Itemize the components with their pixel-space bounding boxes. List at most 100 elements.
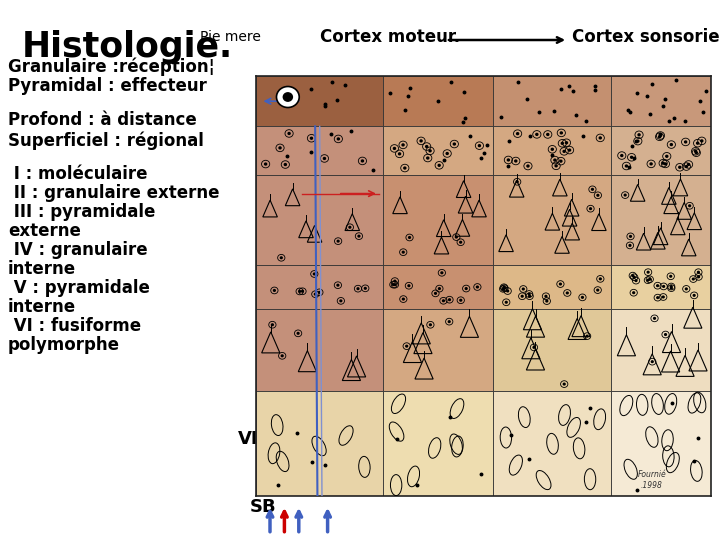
Circle shape xyxy=(438,164,440,166)
Circle shape xyxy=(662,296,664,298)
Circle shape xyxy=(536,133,538,136)
Bar xyxy=(611,126,711,175)
Bar xyxy=(256,76,383,126)
Text: IV : granulaire: IV : granulaire xyxy=(8,241,148,259)
Circle shape xyxy=(657,297,659,299)
Circle shape xyxy=(508,159,509,161)
Circle shape xyxy=(441,272,443,274)
Circle shape xyxy=(284,164,287,165)
Circle shape xyxy=(527,165,529,167)
Circle shape xyxy=(478,145,480,146)
Text: interne: interne xyxy=(8,260,76,278)
Circle shape xyxy=(670,275,672,277)
Text: Cortex moteur.: Cortex moteur. xyxy=(320,28,460,46)
Circle shape xyxy=(586,335,588,337)
Circle shape xyxy=(430,324,431,326)
Text: polymorphe: polymorphe xyxy=(8,336,120,354)
Circle shape xyxy=(685,141,687,143)
Circle shape xyxy=(521,295,523,297)
Circle shape xyxy=(565,142,567,144)
Circle shape xyxy=(629,245,631,246)
Circle shape xyxy=(392,284,395,286)
Circle shape xyxy=(685,288,687,290)
Circle shape xyxy=(503,287,505,289)
Circle shape xyxy=(393,147,395,150)
Bar xyxy=(492,126,611,175)
Circle shape xyxy=(554,159,556,161)
Circle shape xyxy=(659,136,661,138)
Circle shape xyxy=(503,286,505,288)
Circle shape xyxy=(597,289,598,291)
Circle shape xyxy=(652,361,653,362)
Circle shape xyxy=(662,162,664,164)
Circle shape xyxy=(408,285,410,287)
Circle shape xyxy=(670,144,672,145)
Circle shape xyxy=(685,166,688,167)
Circle shape xyxy=(337,285,339,286)
Circle shape xyxy=(340,300,342,302)
Circle shape xyxy=(427,157,429,159)
Text: Cortex sonsoriel.: Cortex sonsoriel. xyxy=(572,28,720,46)
Circle shape xyxy=(638,134,640,136)
Circle shape xyxy=(657,285,659,287)
Text: interne: interne xyxy=(8,298,76,316)
Circle shape xyxy=(337,240,339,242)
Circle shape xyxy=(404,167,406,169)
Bar xyxy=(492,175,611,265)
Circle shape xyxy=(456,236,457,238)
Circle shape xyxy=(701,140,703,142)
Circle shape xyxy=(569,149,570,151)
Circle shape xyxy=(516,133,518,134)
Circle shape xyxy=(399,153,400,155)
Circle shape xyxy=(563,383,565,385)
Bar xyxy=(383,175,492,265)
Circle shape xyxy=(693,278,694,280)
Circle shape xyxy=(666,156,668,157)
Circle shape xyxy=(560,160,562,162)
Circle shape xyxy=(552,148,554,150)
Circle shape xyxy=(302,291,303,292)
Circle shape xyxy=(647,279,649,281)
Circle shape xyxy=(670,286,672,287)
Circle shape xyxy=(560,132,562,134)
Bar xyxy=(492,265,611,309)
Bar xyxy=(383,309,492,391)
Circle shape xyxy=(297,333,299,334)
Circle shape xyxy=(647,271,649,273)
Circle shape xyxy=(438,288,441,289)
Text: Granulaire :réception¦: Granulaire :réception¦ xyxy=(8,57,215,76)
Circle shape xyxy=(563,151,565,152)
Circle shape xyxy=(503,288,504,289)
Circle shape xyxy=(562,143,563,144)
Circle shape xyxy=(632,275,634,276)
Bar xyxy=(492,391,611,496)
Circle shape xyxy=(679,166,681,168)
Circle shape xyxy=(454,143,455,145)
Circle shape xyxy=(662,286,665,287)
Circle shape xyxy=(626,165,627,167)
Circle shape xyxy=(406,345,408,347)
Text: I : moléculaire: I : moléculaire xyxy=(8,165,148,183)
Bar xyxy=(256,265,383,309)
Text: VI : fusiforme: VI : fusiforme xyxy=(8,317,141,335)
Circle shape xyxy=(402,251,404,253)
Circle shape xyxy=(649,279,651,280)
Bar xyxy=(611,76,711,126)
Circle shape xyxy=(349,226,351,228)
Circle shape xyxy=(590,208,591,210)
Bar xyxy=(492,76,611,126)
Bar xyxy=(383,391,492,496)
Circle shape xyxy=(695,150,697,152)
Circle shape xyxy=(528,293,530,295)
Circle shape xyxy=(288,132,290,134)
Text: V : pyramidale: V : pyramidale xyxy=(8,279,150,297)
Text: Pyramidal : effecteur: Pyramidal : effecteur xyxy=(8,77,207,95)
Circle shape xyxy=(528,295,531,297)
Circle shape xyxy=(624,194,626,196)
Text: III : pyramidale: III : pyramidale xyxy=(8,203,156,221)
Circle shape xyxy=(698,272,699,273)
Text: Superficiel : régional: Superficiel : régional xyxy=(8,131,204,150)
Bar xyxy=(383,76,492,126)
Circle shape xyxy=(546,133,549,136)
Circle shape xyxy=(635,280,637,281)
